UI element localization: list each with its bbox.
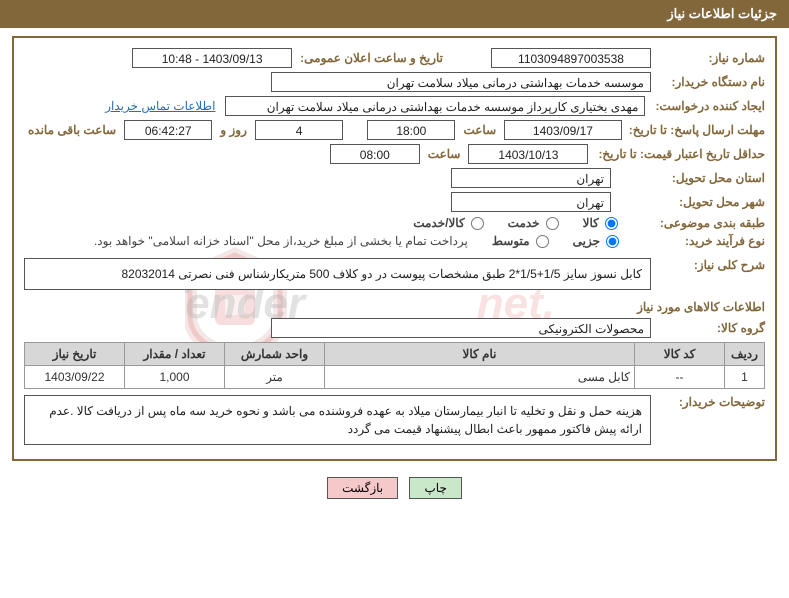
th-name: نام کالا — [325, 343, 635, 366]
radio-partial-label: جزیی — [573, 234, 600, 248]
process-note: پرداخت تمام یا بخشی از مبلغ خرید،از محل … — [94, 234, 468, 248]
radio-both[interactable] — [471, 217, 484, 230]
label-buyer: نام دستگاه خریدار: — [655, 75, 765, 89]
field-buyer: موسسه خدمات بهداشتی درمانی میلاد سلامت ت… — [271, 72, 651, 92]
field-days-left: 4 — [255, 120, 343, 140]
label-city: شهر محل تحویل: — [655, 195, 765, 209]
label-remaining: ساعت باقی مانده — [24, 123, 120, 137]
table-row: 1 -- کابل مسی متر 1,000 1403/09/22 — [25, 366, 765, 389]
items-table: ردیف کد کالا نام کالا واحد شمارش تعداد /… — [24, 342, 765, 389]
th-unit: واحد شمارش — [225, 343, 325, 366]
field-validity-time: 08:00 — [330, 144, 420, 164]
field-need-no: 1103094897003538 — [491, 48, 651, 68]
field-validity-date: 1403/10/13 — [468, 144, 588, 164]
label-announce: تاریخ و ساعت اعلان عمومی: — [296, 51, 447, 65]
label-hour-1: ساعت — [459, 123, 500, 137]
field-time-left: 06:42:27 — [124, 120, 212, 140]
th-date: تاریخ نیاز — [25, 343, 125, 366]
field-requester: مهدی بختیاری کارپرداز موسسه خدمات بهداشت… — [225, 96, 645, 116]
label-province: استان محل تحویل: — [655, 171, 765, 185]
radio-goods-label: کالا — [583, 216, 599, 230]
cell-unit: متر — [225, 366, 325, 389]
label-category: طبقه بندی موضوعی: — [654, 216, 765, 230]
field-deadline-date: 1403/09/17 — [504, 120, 622, 140]
label-requester: ایجاد کننده درخواست: — [649, 99, 765, 113]
label-group: گروه کالا: — [655, 321, 765, 335]
radio-partial[interactable] — [606, 235, 619, 248]
cell-name: کابل مسی — [325, 366, 635, 389]
th-qty: تعداد / مقدار — [125, 343, 225, 366]
buyer-contact-link[interactable]: اطلاعات تماس خریدار — [105, 99, 221, 113]
items-info-heading: اطلاعات کالاهای مورد نیاز — [24, 294, 765, 318]
label-deadline: مهلت ارسال پاسخ: تا تاریخ: — [626, 123, 765, 137]
details-panel: شماره نیاز: 1103094897003538 تاریخ و ساع… — [12, 36, 777, 461]
th-code: کد کالا — [635, 343, 725, 366]
field-deadline-time: 18:00 — [367, 120, 455, 140]
radio-service-label: خدمت — [508, 216, 540, 230]
page-title: جزئیات اطلاعات نیاز — [0, 0, 789, 28]
label-hour-2: ساعت — [424, 147, 465, 161]
label-need-desc: شرح کلی نیاز: — [655, 258, 765, 272]
radio-goods[interactable] — [605, 217, 618, 230]
radio-medium[interactable] — [536, 235, 549, 248]
field-group: محصولات الکترونیکی — [271, 318, 651, 338]
cell-date: 1403/09/22 — [25, 366, 125, 389]
th-row: ردیف — [725, 343, 765, 366]
label-process: نوع فرآیند خرید: — [655, 234, 765, 248]
field-province: تهران — [451, 168, 611, 188]
field-city: تهران — [451, 192, 611, 212]
radio-both-label: کالا/خدمت — [413, 216, 464, 230]
cell-row: 1 — [725, 366, 765, 389]
label-buyer-notes: توضیحات خریدار: — [655, 395, 765, 409]
radio-medium-label: متوسط — [492, 234, 530, 248]
back-button[interactable]: بازگشت — [327, 477, 398, 499]
print-button[interactable]: چاپ — [409, 477, 461, 499]
radio-service[interactable] — [546, 217, 559, 230]
label-day-and: روز و — [216, 123, 251, 137]
cell-code: -- — [635, 366, 725, 389]
label-validity: حداقل تاریخ اعتبار قیمت: تا تاریخ: — [592, 147, 765, 161]
label-need-no: شماره نیاز: — [655, 51, 765, 65]
field-buyer-notes: هزینه حمل و نقل و تخلیه تا انبار بیمارست… — [24, 395, 651, 445]
field-need-desc: کابل نسوز سایز 1/5+1/5*2 طبق مشخصات پیوس… — [24, 258, 651, 290]
field-announce: 1403/09/13 - 10:48 — [132, 48, 292, 68]
cell-qty: 1,000 — [125, 366, 225, 389]
